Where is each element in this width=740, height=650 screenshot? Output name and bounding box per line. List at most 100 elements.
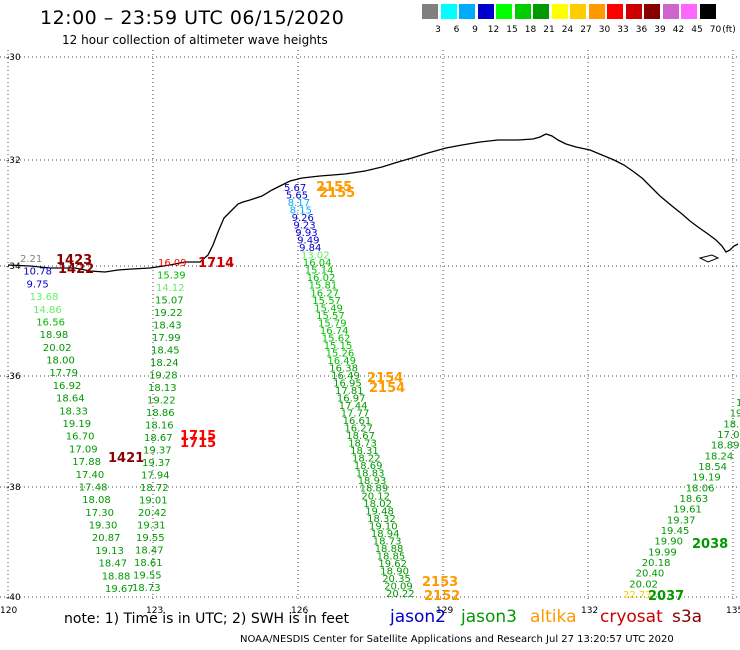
wave-height-value: 16.49 <box>331 371 360 382</box>
wave-height-value: 15.49 <box>314 303 343 314</box>
pass-time-label: 2155 <box>319 186 355 201</box>
wave-height-value: 18.06 <box>686 483 715 494</box>
wave-height-value: 17.48 <box>79 483 108 494</box>
color-swatch-label: 33 <box>617 25 629 35</box>
color-swatch-label: 18 <box>524 25 537 35</box>
wave-height-value: 18.32 <box>367 514 396 525</box>
longitude-label: 126 <box>291 606 308 616</box>
longitude-label: 123 <box>146 606 163 616</box>
map-subtitle: 12 hour collection of altimeter wave hei… <box>62 33 328 47</box>
latitude-label: -36 <box>6 372 21 382</box>
wave-height-value: 15.26 <box>326 348 355 359</box>
wave-height-value: 15.81 <box>309 281 338 292</box>
wave-height-value: 19.19 <box>692 473 721 484</box>
wave-height-value: 17.77 <box>341 409 370 420</box>
wave-height-value: 1 <box>736 398 740 409</box>
wave-height-value: 13.02 <box>301 251 330 262</box>
wave-height-value: 18.24 <box>150 358 179 369</box>
color-swatch <box>588 4 605 19</box>
wave-height-value: 17.44 <box>339 401 368 412</box>
wave-height-value: 17.94 <box>141 471 170 482</box>
wave-height-value: 20.18 <box>642 558 671 569</box>
wave-height-value: 5.67 <box>284 183 306 194</box>
wave-height-value: 17.30 <box>85 508 114 519</box>
footnote: note: 1) Time is in UTC; 2) SWH is in fe… <box>64 611 350 627</box>
wave-height-value: 17.79 <box>49 368 78 379</box>
color-swatch-label: 6 <box>453 25 460 35</box>
wave-height-value: 16.92 <box>53 381 82 392</box>
map-title: 12:00 – 23:59 UTC 06/15/2020 <box>40 7 345 29</box>
wave-height-value: 19. <box>730 409 740 420</box>
color-swatch-label: 70 <box>709 25 722 35</box>
wave-height-value: 15.79 <box>318 318 347 329</box>
color-swatch-label: 21 <box>543 25 555 35</box>
pass-time-label: 1715 <box>180 436 216 451</box>
wave-height-value: 5.65 <box>286 191 308 202</box>
color-swatch-label: 27 <box>580 25 592 35</box>
wave-height-value: 20.02 <box>629 579 658 590</box>
wave-height-value: 20.35 <box>382 574 411 585</box>
wave-height-value: 20.02 <box>43 343 72 354</box>
wave-height-value: 17.99 <box>152 333 181 344</box>
wave-height-value: 19.90 <box>654 537 683 548</box>
wave-height-value: 18.8 <box>723 419 740 430</box>
color-swatch-label: 42 <box>672 25 685 35</box>
wave-height-value: 18.83 <box>356 469 385 480</box>
wave-height-value: 18.93 <box>358 476 387 487</box>
wave-height-value: 20.87 <box>92 533 121 544</box>
color-swatch <box>699 4 716 19</box>
wave-height-value: 19.22 <box>154 308 183 319</box>
pass-time-label: 1421 <box>108 451 144 466</box>
wave-height-value: 13.68 <box>30 292 59 303</box>
wave-height-value: 10.78 <box>23 267 52 278</box>
satellite-legend-jason3: jason3 <box>461 607 517 627</box>
wave-height-value: 9.93 <box>295 228 317 239</box>
wave-height-value: 18.88 <box>375 544 404 555</box>
pass-time-label: 2152 <box>424 589 460 604</box>
wave-height-value: 18.31 <box>350 446 379 457</box>
color-swatch <box>607 4 623 19</box>
color-swatch-label: 9 <box>472 25 478 35</box>
pass-time-label: 2153 <box>422 575 458 590</box>
wave-height-value: 19.67 <box>105 584 134 595</box>
credit-line: NOAA/NESDIS Center for Satellite Applica… <box>240 634 674 645</box>
pass-time-label: 1715 <box>180 429 216 444</box>
coastline <box>7 133 739 273</box>
pass-time-label: 1714 <box>198 256 234 271</box>
satellite-legend-altika: altika <box>530 607 577 627</box>
wave-height-value: 16.04 <box>303 258 332 269</box>
wave-height-value: 19.31 <box>137 521 166 532</box>
color-swatch <box>496 4 512 19</box>
wave-height-value: 17.40 <box>76 470 105 481</box>
wave-height-value: 20.42 <box>138 508 167 519</box>
wave-height-value: 2.21 <box>20 254 42 265</box>
wave-height-value: 18.73 <box>348 439 377 450</box>
wave-height-value: 18.24 <box>705 451 734 462</box>
wave-height-value: 18.47 <box>135 546 164 557</box>
wave-height-value: 19.37 <box>142 458 171 469</box>
wave-height-value: 16.27 <box>310 288 339 299</box>
color-swatch <box>662 4 679 19</box>
satellite-legend-s3a: s3a <box>672 607 703 627</box>
wave-height-value: 18.45 <box>151 346 180 357</box>
satellite-tracks: 2.2110.789.7513.6814.8616.5618.9820.0218… <box>20 183 740 601</box>
latitude-label: -40 <box>6 593 21 603</box>
wave-height-value: 19.55 <box>133 571 162 582</box>
color-swatch-label: 36 <box>635 25 648 35</box>
wave-height-value: 19.22 <box>147 396 176 407</box>
wave-height-value: 18.89 <box>711 441 740 452</box>
wave-height-value: 18.86 <box>146 408 175 419</box>
wave-height-value: 20.09 <box>384 582 413 593</box>
wave-height-value: 18.98 <box>40 330 69 341</box>
color-swatch <box>459 4 475 19</box>
wave-height-value: 14.86 <box>33 305 62 316</box>
wave-height-value: 18.47 <box>99 559 128 570</box>
wave-height-value: 17.81 <box>335 386 364 397</box>
wave-height-value: 18.69 <box>354 461 383 472</box>
color-swatch <box>514 4 531 19</box>
wave-height-value: 16.97 <box>337 394 366 405</box>
wave-height-value: 18.61 <box>134 558 163 569</box>
wave-height-value: 18.08 <box>82 495 111 506</box>
